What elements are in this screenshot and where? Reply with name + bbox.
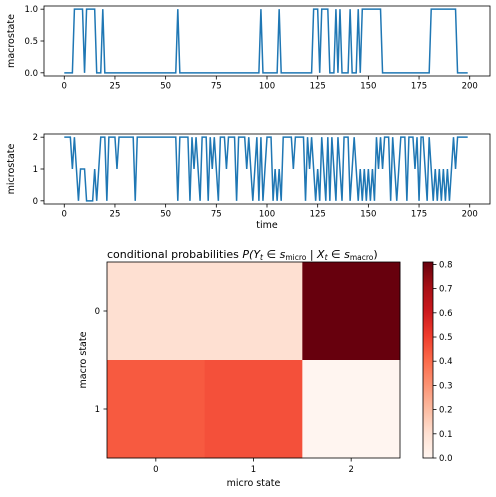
- x-tick-label: 150: [360, 82, 376, 92]
- x-axis-label: time: [256, 220, 278, 231]
- x-tick-label: 75: [211, 210, 222, 220]
- heatmap-cell: [204, 262, 303, 361]
- x-tick-label: 150: [360, 210, 376, 220]
- colorbar-tick-label: 0.5: [439, 333, 453, 343]
- macrostate-chart: 0 25 50 75 100 125 150 175 200 0.0 0.5 1.0 macrostat…: [6, 5, 491, 92]
- y-tick-label: 2: [33, 133, 38, 143]
- y-tick-label: 1.0: [24, 5, 38, 15]
- colorbar-tick-label: 0.1: [439, 430, 453, 440]
- colorbar-tick-label: 0.6: [439, 309, 453, 319]
- x-tick-label: 50: [160, 82, 171, 92]
- series-line: [64, 8, 468, 74]
- y-tick-label: 0: [95, 307, 100, 317]
- y-tick-label: 1: [95, 405, 100, 415]
- y-axis-label: microstate: [6, 144, 17, 195]
- y-tick-label: 0: [33, 197, 38, 207]
- colorbar-tick-label: 0.4: [439, 357, 453, 367]
- x-tick-label: 2: [348, 465, 353, 475]
- y-tick-label: 0.0: [24, 69, 38, 79]
- x-tick-label: 25: [110, 82, 121, 92]
- x-tick-label: 50: [160, 210, 171, 220]
- heatmap-cell: [302, 360, 401, 459]
- x-tick-label: 175: [411, 210, 427, 220]
- colorbar-tick-label: 0.8: [439, 260, 453, 270]
- colorbar: [422, 261, 434, 459]
- x-tick-label: 100: [259, 210, 275, 220]
- x-axis-label: micro state: [227, 478, 281, 489]
- series-line: [64, 136, 468, 202]
- y-axis-label: macro state: [78, 331, 89, 388]
- x-tick-label: 25: [110, 210, 121, 220]
- colorbar-tick-label: 0.7: [439, 285, 453, 295]
- x-tick-label: 0: [153, 465, 158, 475]
- x-tick-label: 0: [62, 82, 67, 92]
- heatmap-title: conditional probabilities P(Yt ∈ smicro …: [107, 248, 378, 262]
- y-tick-label: 0.5: [24, 37, 38, 47]
- plot-frame: [43, 5, 491, 77]
- heatmap-cell: [107, 360, 206, 459]
- x-tick-label: 200: [462, 210, 478, 220]
- x-tick-label: 125: [310, 210, 326, 220]
- x-tick-label: 100: [259, 82, 275, 92]
- colorbar-tick-label: 0.2: [439, 406, 453, 416]
- x-tick-label: 0: [62, 210, 67, 220]
- heatmap-cell: [302, 262, 401, 361]
- y-axis-label: macrostate: [6, 14, 17, 68]
- x-tick-label: 200: [462, 82, 478, 92]
- y-tick-label: 1: [33, 165, 38, 175]
- colorbar-tick-label: 0.3: [439, 381, 453, 391]
- x-tick-label: 175: [411, 82, 427, 92]
- x-tick-label: 125: [310, 82, 326, 92]
- heatmap-cell: [107, 262, 206, 361]
- conditional-probability-heatmap: 0 1 2 0 1 micro state macro state conditional p…: [78, 248, 453, 489]
- x-tick-label: 1: [251, 465, 256, 475]
- x-tick-label: 75: [211, 82, 222, 92]
- colorbar-tick-label: 0.0: [439, 454, 453, 464]
- microstate-chart: 0 25 50 75 100 125 150 175 200 0 1 2 microstate time: [6, 133, 491, 231]
- heatmap-cell: [204, 360, 303, 459]
